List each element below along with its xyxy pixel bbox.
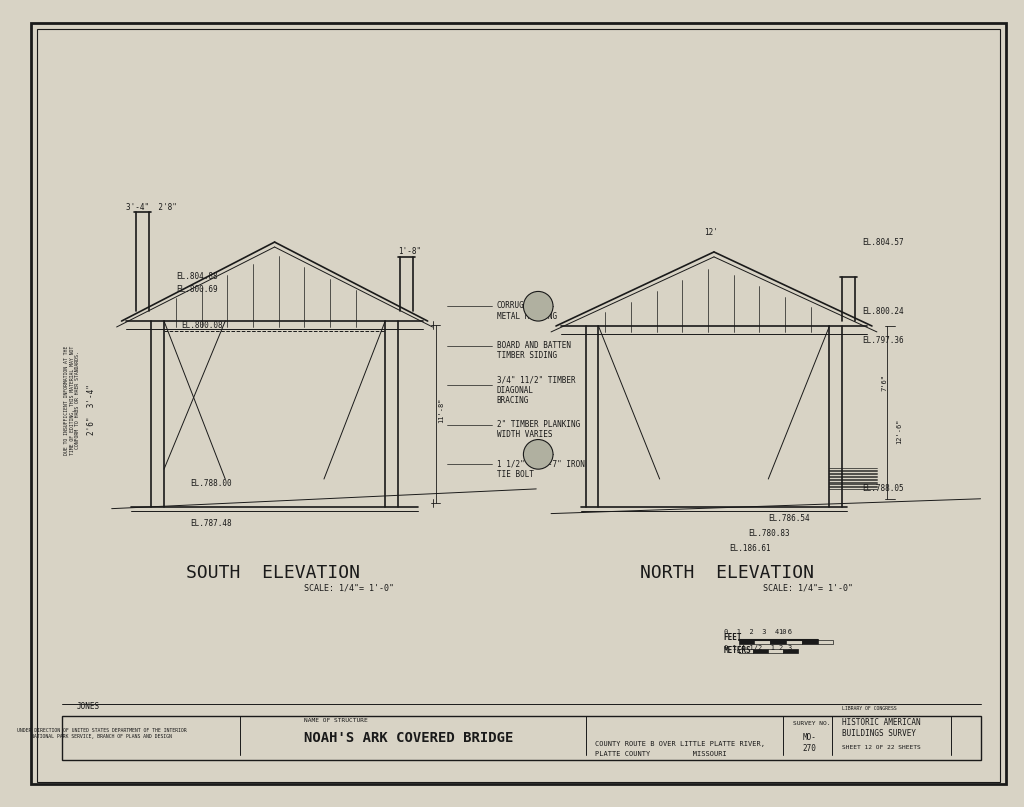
Text: 7'6": 7'6" xyxy=(882,374,888,391)
Text: EL.786.54: EL.786.54 xyxy=(768,514,810,523)
Bar xyxy=(62,716,981,760)
Text: SCALE: 1/4"= 1'-0": SCALE: 1/4"= 1'-0" xyxy=(304,583,394,592)
Bar xyxy=(817,640,834,644)
Text: BOARD AND BATTEN
TIMBER SIDING: BOARD AND BATTEN TIMBER SIDING xyxy=(497,341,570,361)
Text: SCALE: 1/4"= 1'-0": SCALE: 1/4"= 1'-0" xyxy=(763,583,853,592)
Text: FEET: FEET xyxy=(724,633,742,642)
Text: 1 1/2" x 3'-7" IRON
TIE BOLT: 1 1/2" x 3'-7" IRON TIE BOLT xyxy=(497,459,585,479)
Text: EL.788.00: EL.788.00 xyxy=(190,479,232,488)
Bar xyxy=(768,649,783,653)
Text: EL.780.83: EL.780.83 xyxy=(749,529,791,537)
Text: SHEET 12 OF 22 SHEETS: SHEET 12 OF 22 SHEETS xyxy=(843,745,921,750)
Text: 6: 6 xyxy=(536,442,541,453)
Text: 7: 7 xyxy=(536,295,541,304)
Text: METERS: METERS xyxy=(724,646,752,655)
Text: NOAH'S ARK COVERED BRIDGE: NOAH'S ARK COVERED BRIDGE xyxy=(304,730,514,745)
Text: 0  1  2  3  4  6: 0 1 2 3 4 6 xyxy=(724,629,792,635)
Text: COUNTY ROUTE B OVER LITTLE PLATTE RIVER,: COUNTY ROUTE B OVER LITTLE PLATTE RIVER, xyxy=(596,741,766,746)
Bar xyxy=(754,649,768,653)
Bar xyxy=(755,640,770,644)
Text: EL.800.08: EL.800.08 xyxy=(181,321,222,331)
Text: UNDER DIRECTION OF UNITED STATES DEPARTMENT OF THE INTERIOR
NATIONAL PARK SERVIC: UNDER DIRECTION OF UNITED STATES DEPARTM… xyxy=(17,729,186,739)
Text: JONES: JONES xyxy=(77,701,100,711)
Bar xyxy=(786,640,802,644)
Text: EL.797.36: EL.797.36 xyxy=(862,337,904,345)
Text: EL.800.24: EL.800.24 xyxy=(862,307,904,316)
Text: EL.804.88: EL.804.88 xyxy=(176,272,217,281)
Text: 1'-8": 1'-8" xyxy=(398,248,421,257)
Bar xyxy=(802,640,817,644)
Bar xyxy=(770,640,786,644)
Bar xyxy=(783,649,798,653)
Text: DUE TO INSUFFICIENT INFORMATION AT THE
TIME OF EDITING, THIS MATERIAL MAY NOT
CO: DUE TO INSUFFICIENT INFORMATION AT THE T… xyxy=(63,345,81,454)
Circle shape xyxy=(523,291,553,321)
Text: 10: 10 xyxy=(778,629,786,635)
Text: 12': 12' xyxy=(705,228,718,236)
Text: CORRUGATED
METAL ROOFING: CORRUGATED METAL ROOFING xyxy=(497,302,557,321)
Text: SURVEY NO.: SURVEY NO. xyxy=(793,721,830,726)
Text: 12'-6": 12'-6" xyxy=(897,419,902,445)
Text: HISTORIC AMERICAN
BUILDINGS SURVEY: HISTORIC AMERICAN BUILDINGS SURVEY xyxy=(843,718,921,738)
Text: EL.800.69: EL.800.69 xyxy=(176,285,217,294)
Text: EL.804.57: EL.804.57 xyxy=(862,237,904,247)
Text: NORTH  ELEVATION: NORTH ELEVATION xyxy=(640,564,814,582)
Text: EL.186.61: EL.186.61 xyxy=(729,544,770,553)
Text: 2'6"  3'-4": 2'6" 3'-4" xyxy=(87,384,96,435)
Text: 0 1/4 1/2  1: 0 1/4 1/2 1 xyxy=(724,645,775,651)
Text: 3'-4"  2'8": 3'-4" 2'8" xyxy=(127,203,177,212)
Text: 270: 270 xyxy=(803,744,817,753)
Text: EL.788.05: EL.788.05 xyxy=(862,484,904,493)
Text: PLATTE COUNTY          MISSOURI: PLATTE COUNTY MISSOURI xyxy=(596,751,727,756)
Text: EL.787.48: EL.787.48 xyxy=(190,519,232,528)
Bar xyxy=(738,640,755,644)
Text: LIBRARY OF CONGRESS: LIBRARY OF CONGRESS xyxy=(843,705,897,711)
Bar xyxy=(738,649,754,653)
Text: MO-: MO- xyxy=(803,734,817,742)
Circle shape xyxy=(523,440,553,469)
Text: 2" TIMBER PLANKING
WIDTH VARIES: 2" TIMBER PLANKING WIDTH VARIES xyxy=(497,420,580,439)
Text: 11'-8": 11'-8" xyxy=(438,397,444,423)
Text: 3: 3 xyxy=(788,645,793,651)
Text: SOUTH  ELEVATION: SOUTH ELEVATION xyxy=(185,564,359,582)
Text: 2: 2 xyxy=(778,645,782,651)
Text: NAME OF STRUCTURE: NAME OF STRUCTURE xyxy=(304,718,368,723)
Text: 3/4" 11/2" TIMBER
DIAGONAL
BRACING: 3/4" 11/2" TIMBER DIAGONAL BRACING xyxy=(497,375,575,405)
